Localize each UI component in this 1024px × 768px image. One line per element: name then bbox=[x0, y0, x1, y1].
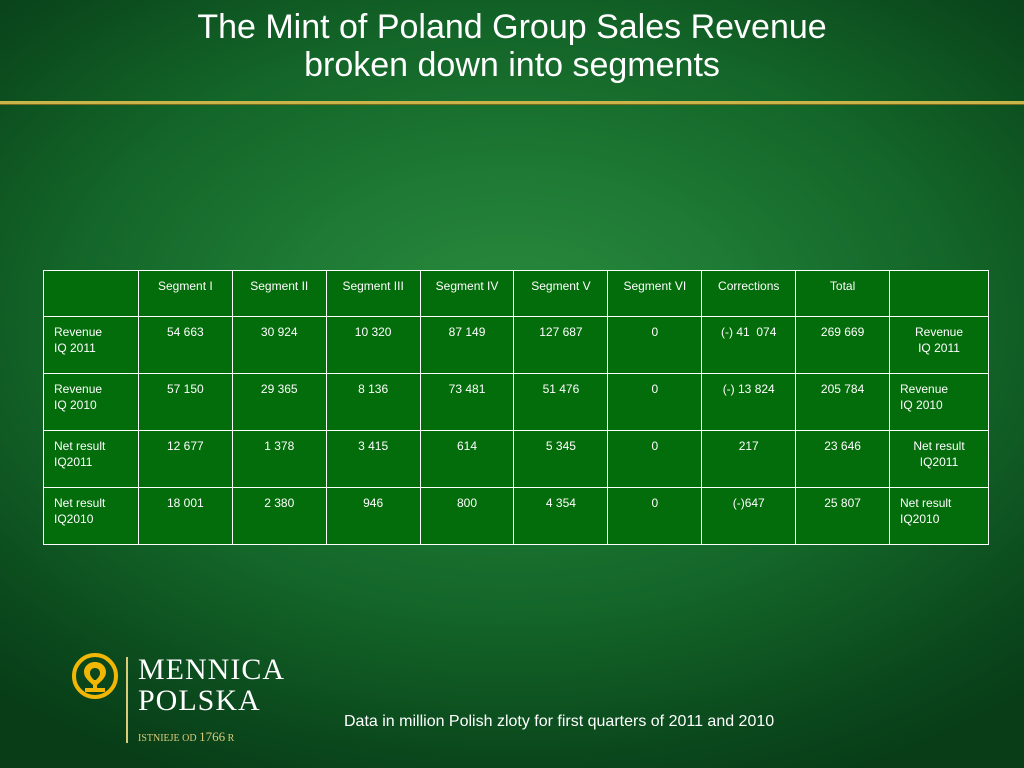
brand-since-suffix: R bbox=[227, 733, 235, 744]
table-cell: 8 136 bbox=[325, 373, 421, 431]
row-label: Revenue IQ 2011 bbox=[43, 316, 139, 374]
row-label-line: Net result bbox=[54, 439, 106, 453]
header-cell: Segment VI bbox=[607, 270, 703, 317]
brand-since-prefix: ISTNIEJE OD bbox=[138, 733, 197, 744]
slide-title: The Mint of Poland Group Sales Revenue b… bbox=[0, 0, 1024, 102]
row-label-line: Revenue bbox=[900, 382, 949, 396]
table-cell: 87 149 bbox=[419, 316, 515, 374]
table-cell: 0 bbox=[607, 316, 703, 374]
footnote: Data in million Polish zloty for first q… bbox=[344, 713, 775, 730]
row-label-line: Net result bbox=[900, 496, 952, 510]
row-label-line: Revenue bbox=[54, 325, 103, 339]
header-cell bbox=[889, 270, 989, 317]
table-cell: (-) 41 074 bbox=[701, 316, 797, 374]
table-cell: (-) 13 824 bbox=[701, 373, 797, 431]
row-label-line: IQ2010 bbox=[900, 512, 940, 526]
table-cell: 10 320 bbox=[325, 316, 421, 374]
table-cell: 29 365 bbox=[231, 373, 327, 431]
brand-since-year: 1766 bbox=[199, 729, 226, 744]
row-label-right: Net result IQ2011 bbox=[889, 430, 989, 488]
table-cell: 51 476 bbox=[513, 373, 609, 431]
row-label-right: Net result IQ2010 bbox=[889, 487, 989, 545]
row-label-line: Revenue bbox=[54, 382, 103, 396]
table-cell: 12 677 bbox=[137, 430, 233, 488]
table-cell: 18 001 bbox=[137, 487, 233, 545]
title-line-2: broken down into segments bbox=[304, 46, 720, 84]
table-cell: 5 345 bbox=[513, 430, 609, 488]
header-cell: Segment III bbox=[325, 270, 421, 317]
row-label-right: Revenue IQ 2010 bbox=[889, 373, 989, 431]
segments-table: Segment I Segment II Segment III Segment… bbox=[43, 270, 989, 545]
table-cell: 0 bbox=[607, 487, 703, 545]
brand-name-line-2: Polska bbox=[138, 684, 261, 717]
table-cell: 2 380 bbox=[231, 487, 327, 545]
table-cell: 3 415 bbox=[325, 430, 421, 488]
brand-name: Mennica Polska bbox=[138, 654, 285, 716]
header-cell: Segment V bbox=[513, 270, 609, 317]
table-row: Net result IQ2011 12 677 1 378 3 415 614 … bbox=[43, 430, 989, 488]
brand-name-line-1: Mennica bbox=[138, 653, 285, 686]
header-cell: Segment II bbox=[231, 270, 327, 317]
table-cell: 30 924 bbox=[231, 316, 327, 374]
row-label-line: IQ2011 bbox=[54, 455, 93, 469]
table-cell: 1 378 bbox=[231, 430, 327, 488]
row-label-line: IQ 2011 bbox=[54, 341, 96, 355]
table-cell: 269 669 bbox=[795, 316, 891, 374]
table-cell: 217 bbox=[701, 430, 797, 488]
table-cell: 54 663 bbox=[137, 316, 233, 374]
row-label: Net result IQ2010 bbox=[43, 487, 139, 545]
header-cell: Segment I bbox=[137, 270, 233, 317]
title-divider bbox=[0, 101, 1024, 104]
table-cell: 25 807 bbox=[795, 487, 891, 545]
row-label-line: Net result bbox=[913, 439, 965, 453]
table-row: Revenue IQ 2011 54 663 30 924 10 320 87 1… bbox=[43, 316, 989, 374]
table-row: Revenue IQ 2010 57 150 29 365 8 136 73 48… bbox=[43, 373, 989, 431]
table-cell: 0 bbox=[607, 430, 703, 488]
row-label-right: Revenue IQ 2011 bbox=[889, 316, 989, 374]
table-cell: 4 354 bbox=[513, 487, 609, 545]
logo-divider bbox=[126, 657, 128, 743]
row-label-line: IQ2011 bbox=[919, 455, 959, 469]
row-label-line: IQ 2011 bbox=[918, 341, 960, 355]
table-header-row: Segment I Segment II Segment III Segment… bbox=[43, 270, 989, 317]
row-label: Net result IQ2011 bbox=[43, 430, 139, 488]
row-label-line: IQ 2010 bbox=[54, 398, 97, 412]
row-label-line: Revenue bbox=[914, 325, 964, 339]
table-cell: 946 bbox=[325, 487, 421, 545]
table-cell: 205 784 bbox=[795, 373, 891, 431]
table-cell: 127 687 bbox=[513, 316, 609, 374]
header-cell: Total bbox=[795, 270, 891, 317]
table-cell: (-)647 bbox=[701, 487, 797, 545]
row-label-line: IQ2010 bbox=[54, 512, 94, 526]
header-cell: Corrections bbox=[701, 270, 797, 317]
table-cell: 23 646 bbox=[795, 430, 891, 488]
title-line-1: The Mint of Poland Group Sales Revenue bbox=[197, 8, 827, 46]
table-cell: 73 481 bbox=[419, 373, 515, 431]
table-cell: 0 bbox=[607, 373, 703, 431]
table-cell: 800 bbox=[419, 487, 515, 545]
table-cell: 57 150 bbox=[137, 373, 233, 431]
row-label-line: Net result bbox=[54, 496, 106, 510]
row-label: Revenue IQ 2010 bbox=[43, 373, 139, 431]
row-label-line: IQ 2010 bbox=[900, 398, 943, 412]
brand-since: ISTNIEJE OD 1766 R bbox=[138, 729, 234, 745]
mint-crest-icon bbox=[72, 653, 118, 699]
table-row: Net result IQ2010 18 001 2 380 946 800 4 … bbox=[43, 487, 989, 545]
header-cell bbox=[43, 270, 139, 317]
table-cell: 614 bbox=[419, 430, 515, 488]
header-cell: Segment IV bbox=[419, 270, 515, 317]
